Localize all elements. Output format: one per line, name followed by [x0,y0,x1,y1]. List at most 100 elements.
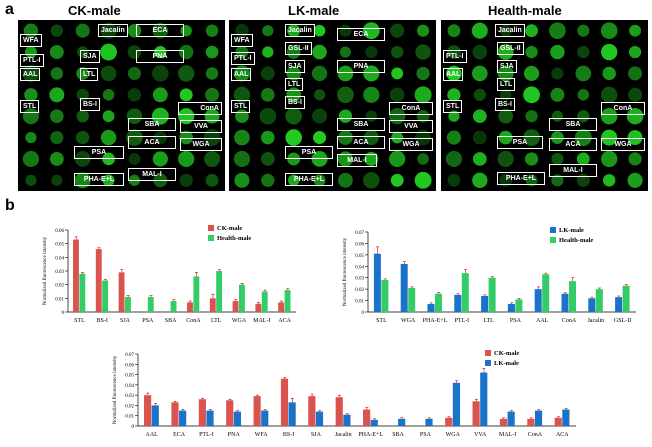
x-tick-label: BS-I [283,432,294,438]
x-tick-label: PSA [142,318,154,324]
bar [481,296,489,312]
array-spot [100,129,117,146]
lectin-label: SBA [128,118,176,131]
y-tick-label: 0.01 [125,415,134,420]
array-spot [261,173,275,187]
legend-swatch [485,350,491,356]
lectin-label: SJA [285,60,305,73]
array-spot [524,65,540,81]
array-spot [286,87,302,103]
array-spot [389,87,405,103]
y-tick-label: 0.06 [125,363,134,368]
array-spot [76,66,90,80]
lectin-label: ConA [601,102,645,115]
bar [480,372,488,426]
array-spot [233,86,251,103]
array-spot [472,152,487,166]
array-spot [601,43,618,61]
x-tick-label: ConA [562,318,577,324]
array-spot [76,88,89,101]
lectin-label: LTL [497,78,516,91]
bar [280,378,289,426]
x-tick-label: PSA [420,432,432,438]
x-tick-label: PHA-E+L [358,432,383,438]
array-spot [390,23,405,38]
array-spot [127,45,142,59]
array-spot [152,22,169,39]
array-spot [600,22,618,40]
array-spot [154,45,167,59]
bar [187,302,193,312]
y-axis-label: Normalized fluorescence intensity [343,237,348,306]
array-spot [311,65,328,82]
array-spot [179,88,193,102]
y-tick-label: 0.05 [55,243,64,248]
x-tick-label: MAL-I [499,432,516,438]
array-spot [312,108,328,124]
bar [507,411,515,426]
lectin-array-ck: WFA Jacalin ECA PTL-I SJA PNA AAL LTL ST… [18,20,225,191]
array-spot [179,130,194,145]
array-spot [127,88,142,102]
x-tick-label: SBA [165,318,177,324]
array-spot [363,86,380,103]
array-spot [259,107,277,125]
array-spot [472,44,488,60]
array-spot [126,129,143,146]
array-spot [414,86,432,104]
y-tick-label: 0.02 [125,404,134,409]
lectin-label: PNA [136,50,184,63]
array-spot [472,130,487,145]
y-tick-label: 0.04 [55,256,64,261]
array-spot [551,131,564,144]
array-spot [577,24,590,37]
array-spot [24,46,37,59]
array-spot [49,109,64,124]
array-spot [205,87,220,102]
array-spot [260,66,275,81]
lectin-label: PHA-E+L [285,173,333,186]
array-spot [629,24,642,37]
lectin-label: SJA [80,50,100,63]
y-tick-label: 0.02 [355,288,364,293]
array-spot [600,107,618,125]
bar [147,296,154,312]
array-spot [550,87,565,102]
x-tick-label: ConA [186,318,201,324]
x-tick-label: VVA [474,432,487,438]
array-spot [447,173,461,187]
lectin-label: WGA [389,138,433,151]
bar [472,401,480,426]
bar [144,395,152,426]
array-spot [262,25,274,37]
bar [308,396,316,426]
array-spot [287,174,300,187]
bar [588,298,596,312]
lectin-label: LTL [80,68,99,81]
bar [408,288,416,312]
array-spot [25,131,37,144]
x-tick-label: BS-I [97,318,108,324]
array-spot [628,87,643,102]
array-spot [49,87,65,103]
array-spot [338,130,353,145]
array-spot [178,65,195,82]
bar [255,303,262,312]
bar [381,280,389,312]
array-spot [390,173,404,187]
array-spot [50,67,64,80]
array-spot [445,150,462,167]
array-spot [51,174,63,186]
x-tick-label: WGA [446,432,461,438]
array-spot [523,129,540,146]
x-tick-label: WGA [401,318,416,324]
x-tick-label: PHA-E+L [423,318,448,324]
array-spot [448,110,460,122]
array-spot [313,24,326,37]
array-spot [551,152,564,166]
array-spot [24,88,38,102]
lectin-label: SBA [337,118,385,131]
lectin-array-lk: WFA Jacalin GSL-II ECA PTL-I AAL SJA PNA… [229,20,436,191]
lectin-label: ACA [337,136,385,149]
y-tick-label: 0.03 [55,270,64,275]
